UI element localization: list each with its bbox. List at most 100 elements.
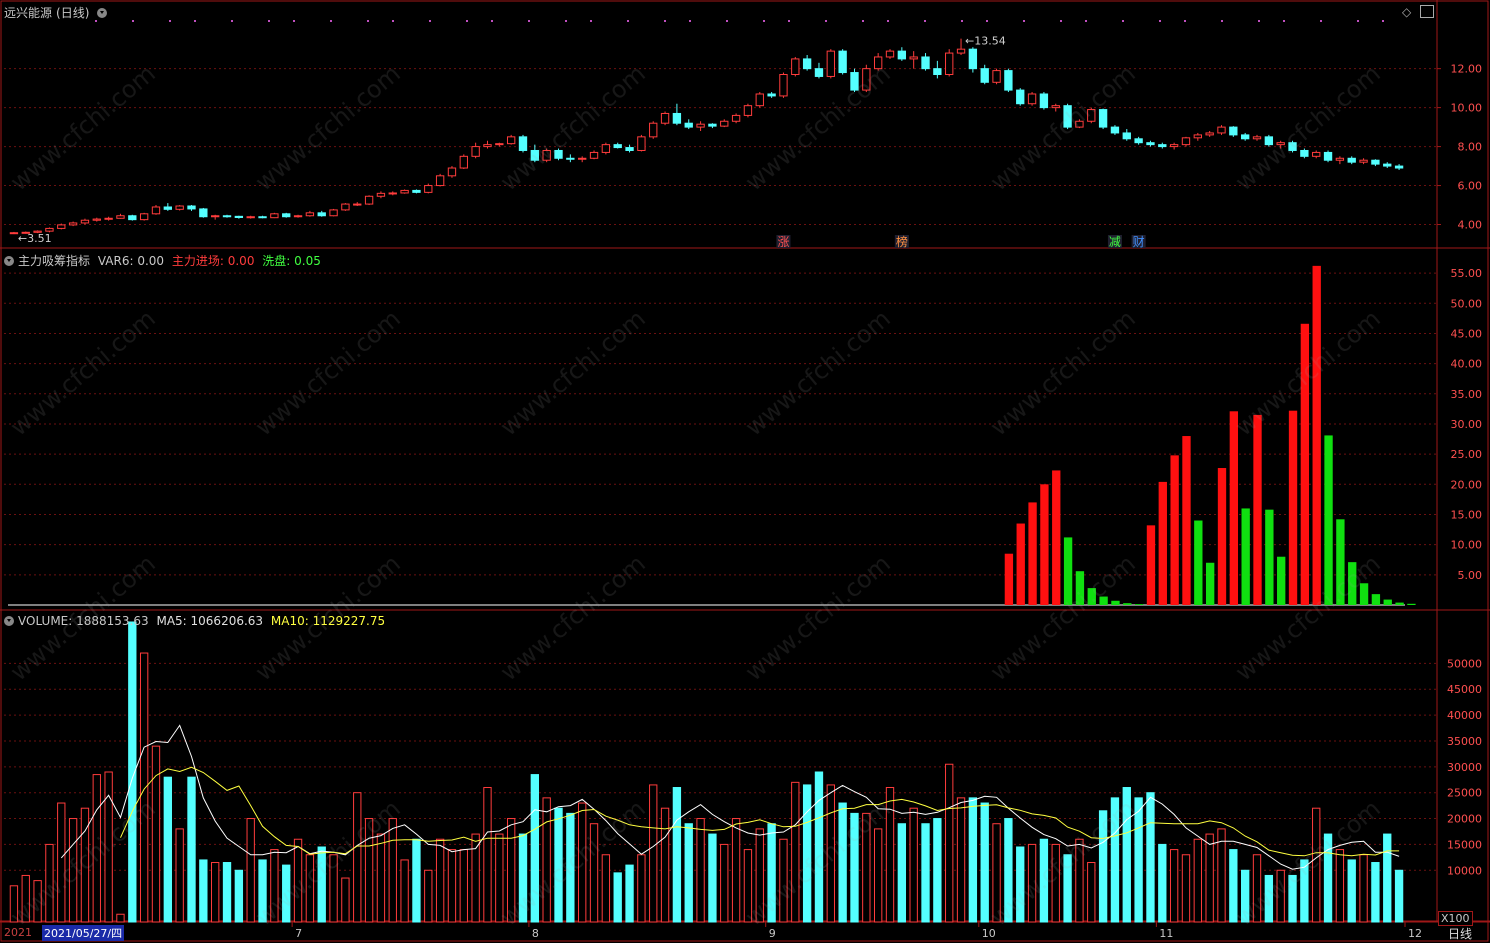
candle-body	[104, 217, 113, 220]
volume-bar	[282, 864, 291, 923]
dropdown-icon[interactable]	[4, 256, 14, 266]
candle-body	[921, 56, 930, 70]
top-marker-dot	[961, 20, 963, 22]
candle-body	[1312, 151, 1321, 157]
top-marker-dot	[528, 20, 530, 22]
stock-name: 远兴能源	[4, 6, 53, 20]
candle-body	[518, 136, 528, 151]
window-icon[interactable]	[1420, 5, 1434, 18]
candle-body	[80, 219, 90, 224]
ma10-line	[120, 766, 1400, 857]
candle-body	[459, 155, 468, 169]
volume-bar	[696, 818, 705, 923]
top-marker-dot	[293, 20, 295, 22]
candle-body	[175, 205, 184, 210]
top-marker-dot	[367, 20, 369, 22]
top-marker-dot	[1320, 20, 1322, 22]
dropdown-icon[interactable]	[4, 616, 14, 626]
volume-bar	[980, 802, 989, 923]
volume-bar	[139, 652, 149, 923]
indicator-tick-label: 5.00	[1458, 569, 1483, 582]
event-mark-bg	[776, 235, 791, 248]
volume-bar	[1217, 828, 1226, 923]
volume-bar	[187, 776, 196, 923]
candle-body	[850, 72, 859, 91]
top-marker-dot	[1060, 20, 1062, 22]
top-marker-dot	[887, 20, 889, 22]
volume-bar	[80, 807, 90, 923]
indicator-tick-label: 30.00	[1451, 418, 1483, 431]
volume-bar	[1276, 869, 1285, 923]
volume-bar	[1146, 792, 1155, 923]
top-marker-dot	[726, 20, 728, 22]
top-marker-dot	[763, 20, 765, 22]
top-marker-dot	[986, 20, 988, 22]
volume-bar	[897, 823, 907, 923]
volume-bar	[234, 869, 244, 923]
candle-body	[1229, 126, 1238, 136]
candle-body	[708, 123, 717, 127]
top-marker-dot	[95, 20, 97, 22]
dropdown-icon[interactable]	[97, 8, 108, 18]
indicator-bar	[1028, 502, 1037, 605]
volume-bar	[589, 823, 599, 923]
indicator-bar	[1371, 594, 1381, 605]
candle-body	[885, 50, 895, 58]
indicator-tick-label: 20.00	[1451, 478, 1483, 491]
candle-body	[495, 143, 504, 146]
volume-bar	[506, 818, 516, 923]
top-marker-dot	[862, 20, 864, 22]
diamond-icon[interactable]: ◇	[1402, 5, 1412, 19]
volume-bar	[909, 807, 918, 923]
candle-body	[1383, 163, 1392, 167]
volume-bar	[1383, 833, 1392, 923]
candle-body	[341, 203, 350, 211]
volume-bar	[364, 818, 374, 923]
var6-label: VAR6: 0.00	[97, 254, 165, 268]
top-marker-dot	[1085, 20, 1087, 22]
price-tick-label: 8.00	[1458, 141, 1483, 154]
indicator-tick-label: 10.00	[1451, 539, 1483, 552]
indicator-bar	[1241, 508, 1250, 605]
candle-body	[424, 185, 433, 193]
volume-bar	[1063, 854, 1072, 923]
period-button[interactable]: 日线	[1448, 927, 1473, 941]
candle-body	[980, 68, 989, 83]
selected-date: 2021/05/27/四	[42, 925, 125, 941]
volume-bar	[1312, 807, 1321, 923]
volume-bar	[601, 854, 611, 923]
candle-body	[506, 136, 516, 145]
volume-label: VOLUME: 1888153.63	[18, 614, 149, 628]
candle-body	[187, 205, 196, 210]
indicator-bar	[1004, 553, 1014, 605]
candle-body	[1110, 126, 1120, 134]
top-marker-dot	[1382, 20, 1384, 22]
price-tick-label: 6.00	[1458, 180, 1483, 193]
candle-body	[791, 58, 800, 75]
indicator-bar	[1407, 603, 1416, 605]
volume-bar	[128, 621, 137, 923]
volume-bar	[1169, 849, 1179, 923]
candle-body	[578, 157, 587, 160]
volume-bar	[1087, 862, 1096, 923]
volume-bar	[1394, 869, 1404, 923]
volume-bar	[57, 802, 66, 923]
candle-body	[364, 195, 374, 205]
candle-body	[1252, 136, 1262, 140]
indicator-title: 主力吸筹指标	[18, 254, 91, 268]
volume-bar	[495, 833, 504, 923]
top-marker-dot	[1023, 20, 1025, 22]
indicator-bar	[1336, 519, 1345, 605]
volume-bar	[305, 854, 315, 923]
event-mark-bg	[1107, 235, 1122, 248]
indicator-bar	[1312, 265, 1321, 605]
volume-bar	[625, 864, 634, 923]
volume-bar	[1027, 843, 1037, 923]
top-marker-dot	[1159, 20, 1161, 22]
volume-bar	[353, 792, 362, 923]
stock-title-bar: 远兴能源 (日线)	[4, 4, 111, 21]
volume-bar	[483, 787, 492, 923]
top-marker-dot	[590, 20, 592, 22]
